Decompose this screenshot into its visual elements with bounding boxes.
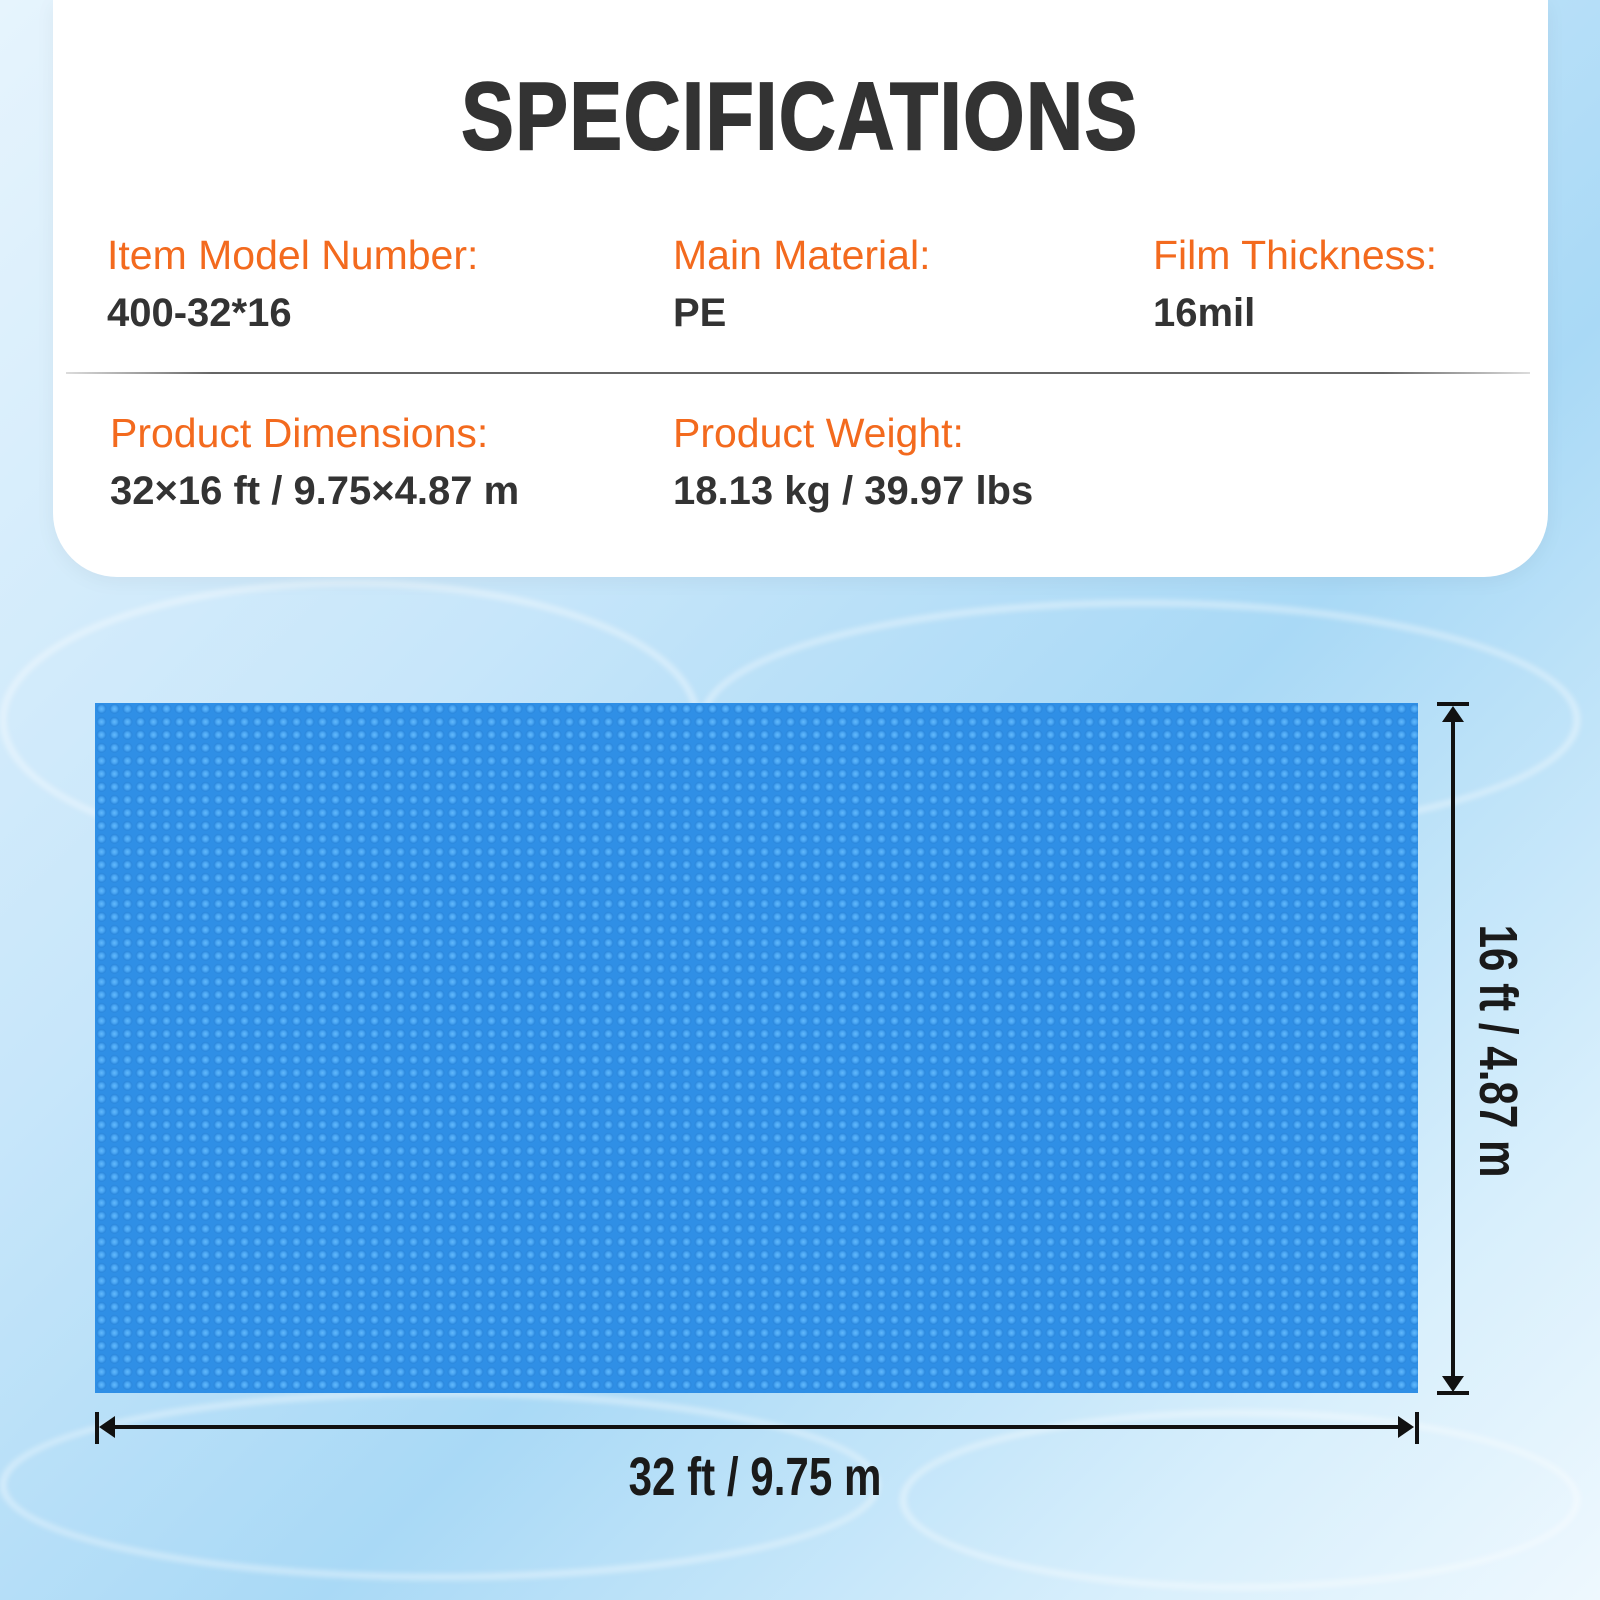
spec-value-material: PE bbox=[673, 291, 727, 335]
divider bbox=[66, 372, 1530, 374]
spec-label-weight: Product Weight: bbox=[673, 410, 964, 456]
spec-value-weight: 18.13 kg / 39.97 lbs bbox=[673, 469, 1034, 513]
water-ripple bbox=[900, 1410, 1580, 1590]
spec-label-thickness: Film Thickness: bbox=[1153, 232, 1438, 278]
spec-label-model: Item Model Number: bbox=[107, 232, 479, 278]
width-label: 32 ft / 9.75 m bbox=[628, 1447, 882, 1507]
dimension-tick bbox=[1437, 1391, 1469, 1395]
arrow-down-icon bbox=[1442, 1376, 1464, 1392]
width-arrow-line bbox=[108, 1425, 1404, 1429]
water-ripple bbox=[0, 1390, 880, 1580]
arrow-up-icon bbox=[1442, 706, 1464, 722]
spec-value-thickness: 16mil bbox=[1153, 291, 1256, 335]
spec-value-model: 400-32*16 bbox=[107, 291, 292, 335]
dimension-tick bbox=[1415, 1412, 1419, 1444]
dimension-tick bbox=[95, 1412, 99, 1444]
spec-label-dimensions: Product Dimensions: bbox=[110, 410, 489, 456]
page-title: SPECIFICATIONS bbox=[460, 62, 1139, 171]
specs-card bbox=[53, 0, 1548, 577]
height-label: 16 ft / 4.87 m bbox=[1468, 924, 1528, 1178]
spec-value-dimensions: 32×16 ft / 9.75×4.87 m bbox=[110, 469, 520, 513]
arrow-left-icon bbox=[99, 1416, 115, 1438]
pool-cover-image bbox=[95, 703, 1418, 1393]
arrow-right-icon bbox=[1398, 1416, 1414, 1438]
dimension-tick bbox=[1437, 702, 1469, 706]
spec-label-material: Main Material: bbox=[673, 232, 931, 278]
height-arrow-line bbox=[1451, 716, 1455, 1380]
